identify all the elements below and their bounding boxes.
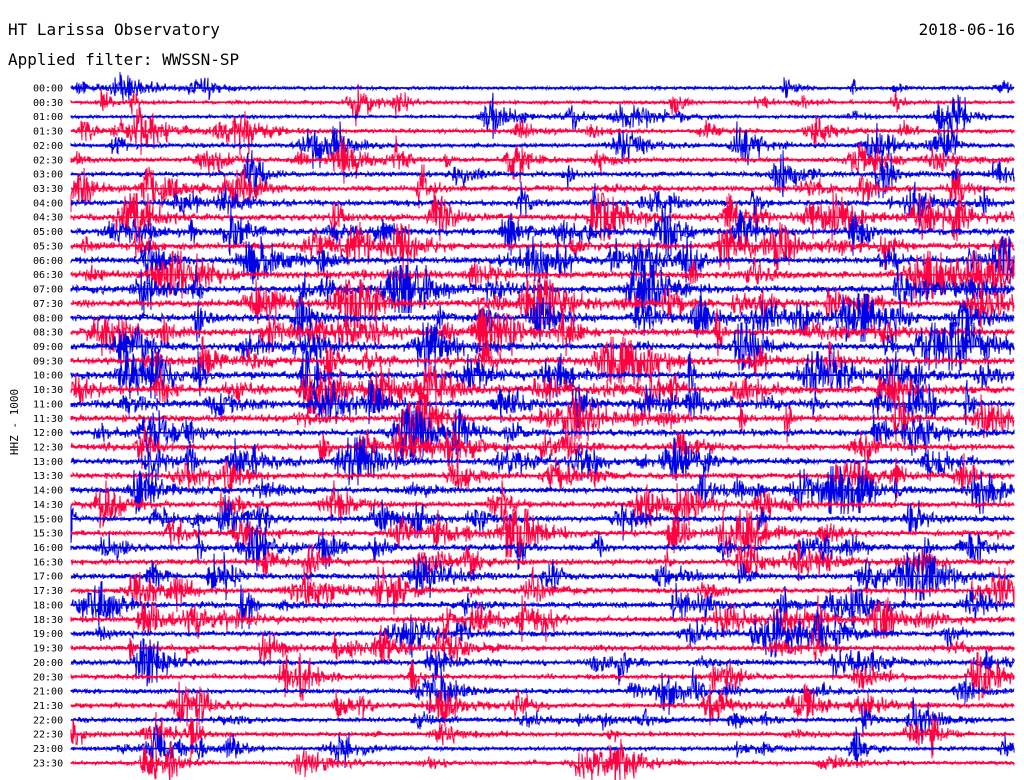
time-label: 02:00 [33, 141, 63, 152]
seismic-trace [70, 552, 1015, 601]
time-label: 22:00 [33, 715, 63, 726]
time-label: 08:30 [33, 328, 63, 339]
time-label: 07:00 [33, 285, 63, 296]
time-label: 01:00 [33, 112, 63, 123]
time-label: 10:30 [33, 385, 63, 396]
time-label: 10:00 [33, 371, 63, 382]
time-label: 02:30 [33, 155, 63, 166]
time-label: 07:30 [33, 299, 63, 310]
seismic-trace [70, 738, 1015, 780]
seismic-trace [70, 523, 1015, 572]
time-label: 18:00 [33, 600, 63, 611]
time-label: 04:30 [33, 213, 63, 224]
time-label: 14:00 [33, 486, 63, 497]
time-label: 13:00 [33, 457, 63, 468]
time-label: 06:30 [33, 270, 63, 281]
filter-label: Applied filter: WWSSN-SP [8, 50, 240, 69]
time-label: 05:30 [33, 241, 63, 252]
time-label: 08:00 [33, 313, 63, 324]
time-label: 19:00 [33, 629, 63, 640]
seismic-trace [70, 72, 1015, 102]
time-label: 21:30 [33, 701, 63, 712]
time-label: 23:30 [33, 758, 63, 769]
time-label: 05:00 [33, 227, 63, 238]
seismic-trace [70, 609, 1015, 658]
time-label: 18:30 [33, 615, 63, 626]
seismic-trace [70, 207, 1015, 256]
time-label: 15:30 [33, 529, 63, 540]
time-label: 23:00 [33, 744, 63, 755]
time-label: 09:30 [33, 356, 63, 367]
time-label: 12:00 [33, 428, 63, 439]
time-label: 21:00 [33, 687, 63, 698]
time-label: 11:00 [33, 399, 63, 410]
seismic-trace [70, 181, 1015, 227]
time-label: 00:00 [33, 84, 63, 95]
time-label: 15:00 [33, 514, 63, 525]
seismic-trace [70, 293, 1015, 342]
time-label: 03:30 [33, 184, 63, 195]
time-label: 17:30 [33, 586, 63, 597]
seismic-trace [70, 121, 1015, 169]
time-label: 20:30 [33, 672, 63, 683]
time-label: 19:30 [33, 644, 63, 655]
seismic-trace [70, 250, 1015, 300]
seismic-trace [70, 351, 1015, 400]
time-label: 16:00 [33, 543, 63, 554]
seismic-trace [70, 508, 1015, 558]
time-label: 09:00 [33, 342, 63, 353]
seismic-trace [70, 681, 1015, 727]
time-label: 16:30 [33, 557, 63, 568]
time-label: 12:30 [33, 443, 63, 454]
time-label: 13:30 [33, 471, 63, 482]
time-label: 04:00 [33, 198, 63, 209]
time-label: 20:00 [33, 658, 63, 669]
time-label: 03:00 [33, 170, 63, 181]
time-label: 00:30 [33, 98, 63, 109]
seismic-trace [70, 192, 1015, 242]
date-label: 2018-06-16 [918, 20, 1015, 39]
time-label: 11:30 [33, 414, 63, 425]
time-label: 22:30 [33, 730, 63, 741]
station-title: HT Larissa Observatory [8, 20, 220, 39]
time-label: 06:00 [33, 256, 63, 267]
time-label: 01:30 [33, 127, 63, 138]
time-label: 17:00 [33, 572, 63, 583]
time-label: 14:30 [33, 500, 63, 511]
